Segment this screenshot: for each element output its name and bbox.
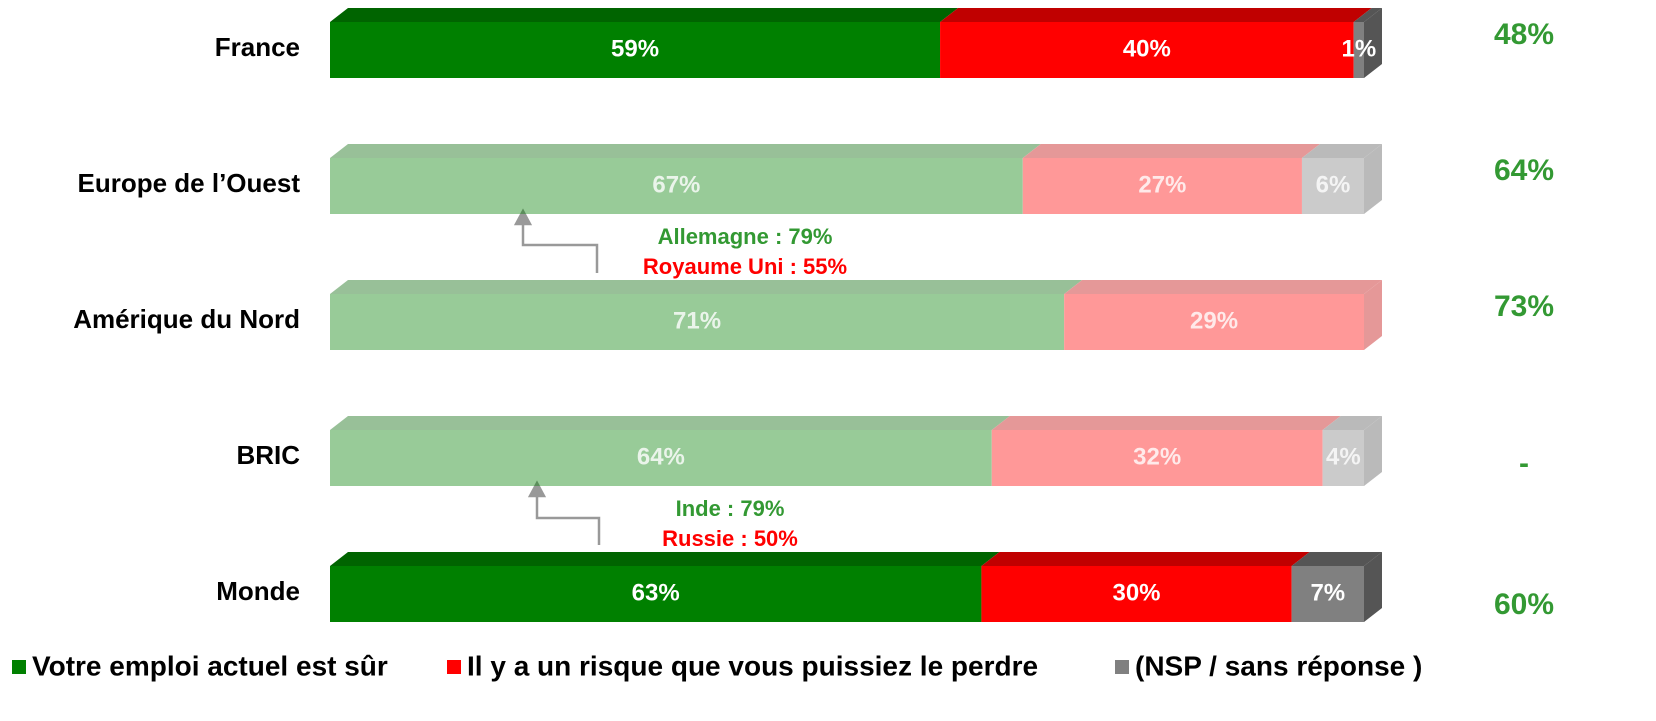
bar-group bbox=[330, 416, 1382, 486]
arrow-head bbox=[527, 480, 547, 498]
arrow-head bbox=[513, 208, 533, 226]
bar-top bbox=[981, 552, 1310, 566]
legend-label: Votre emploi actuel est sûr bbox=[32, 650, 388, 681]
arrow bbox=[521, 222, 599, 273]
bar-side bbox=[1364, 280, 1382, 350]
bar-side bbox=[1364, 416, 1382, 486]
bar-side bbox=[1364, 144, 1382, 214]
bar-group bbox=[330, 552, 1382, 622]
bar bbox=[1291, 566, 1364, 622]
bar-side bbox=[1364, 552, 1382, 622]
right-value: 48% bbox=[1494, 18, 1554, 51]
bar-group bbox=[330, 280, 1382, 350]
value-label: 4% bbox=[1326, 443, 1361, 470]
category-label: Amérique du Nord bbox=[73, 304, 300, 334]
bar-side bbox=[1364, 8, 1382, 78]
bar-top bbox=[1322, 416, 1382, 430]
bar bbox=[940, 22, 1354, 78]
right-value: - bbox=[1519, 447, 1529, 480]
legend-swatch bbox=[1115, 660, 1129, 674]
value-label: 30% bbox=[1112, 579, 1160, 606]
category-label: Europe de l’Ouest bbox=[78, 168, 301, 198]
value-label: 59% bbox=[611, 35, 659, 62]
annotation: Allemagne : 79% bbox=[658, 224, 833, 249]
bar bbox=[330, 158, 1023, 214]
value-label: 67% bbox=[652, 171, 700, 198]
legend-swatch bbox=[447, 660, 461, 674]
bar-top bbox=[940, 8, 1372, 22]
bar-top bbox=[1301, 144, 1382, 158]
bar-group bbox=[330, 144, 1382, 214]
right-value: 64% bbox=[1494, 154, 1554, 187]
bar bbox=[1064, 294, 1364, 350]
bar bbox=[1322, 430, 1364, 486]
bar bbox=[330, 294, 1065, 350]
bar bbox=[1022, 158, 1302, 214]
value-label: 29% bbox=[1190, 307, 1238, 334]
bar bbox=[981, 566, 1292, 622]
value-label: 71% bbox=[673, 307, 721, 334]
bar bbox=[330, 22, 941, 78]
bar bbox=[1301, 158, 1364, 214]
value-label: 27% bbox=[1138, 171, 1186, 198]
category-label: France bbox=[215, 32, 300, 62]
bar-top bbox=[330, 144, 1041, 158]
legend-swatch bbox=[12, 660, 26, 674]
annotation: Russie : 50% bbox=[662, 526, 798, 551]
category-label: BRIC bbox=[236, 440, 300, 470]
value-label: 63% bbox=[632, 579, 680, 606]
value-label: 6% bbox=[1316, 171, 1351, 198]
bar bbox=[330, 430, 992, 486]
bar-top bbox=[1064, 280, 1382, 294]
bar-top bbox=[1353, 8, 1382, 22]
bar-top bbox=[330, 8, 959, 22]
bar-top bbox=[991, 416, 1341, 430]
category-label: Monde bbox=[216, 576, 300, 606]
bar-group bbox=[330, 8, 1382, 78]
value-label: 1% bbox=[1341, 35, 1376, 62]
value-label: 40% bbox=[1123, 35, 1171, 62]
arrow bbox=[535, 494, 601, 545]
bar bbox=[1353, 22, 1364, 78]
value-label: 32% bbox=[1133, 443, 1181, 470]
bar bbox=[330, 566, 982, 622]
legend-label: Il y a un risque que vous puissiez le pe… bbox=[467, 650, 1038, 681]
right-value: 73% bbox=[1494, 290, 1554, 323]
bar bbox=[991, 430, 1323, 486]
legend-label: (NSP / sans réponse ) bbox=[1135, 650, 1422, 681]
value-label: 7% bbox=[1310, 579, 1345, 606]
bar-top bbox=[330, 552, 1000, 566]
right-value: 60% bbox=[1494, 588, 1554, 621]
bar-top bbox=[330, 280, 1083, 294]
bar-top bbox=[1291, 552, 1382, 566]
annotation: Inde : 79% bbox=[676, 496, 785, 521]
annotation: Royaume Uni : 55% bbox=[643, 254, 847, 279]
arrows bbox=[513, 208, 601, 545]
bar-top bbox=[330, 416, 1010, 430]
bar-top bbox=[1022, 144, 1320, 158]
value-label: 64% bbox=[637, 443, 685, 470]
